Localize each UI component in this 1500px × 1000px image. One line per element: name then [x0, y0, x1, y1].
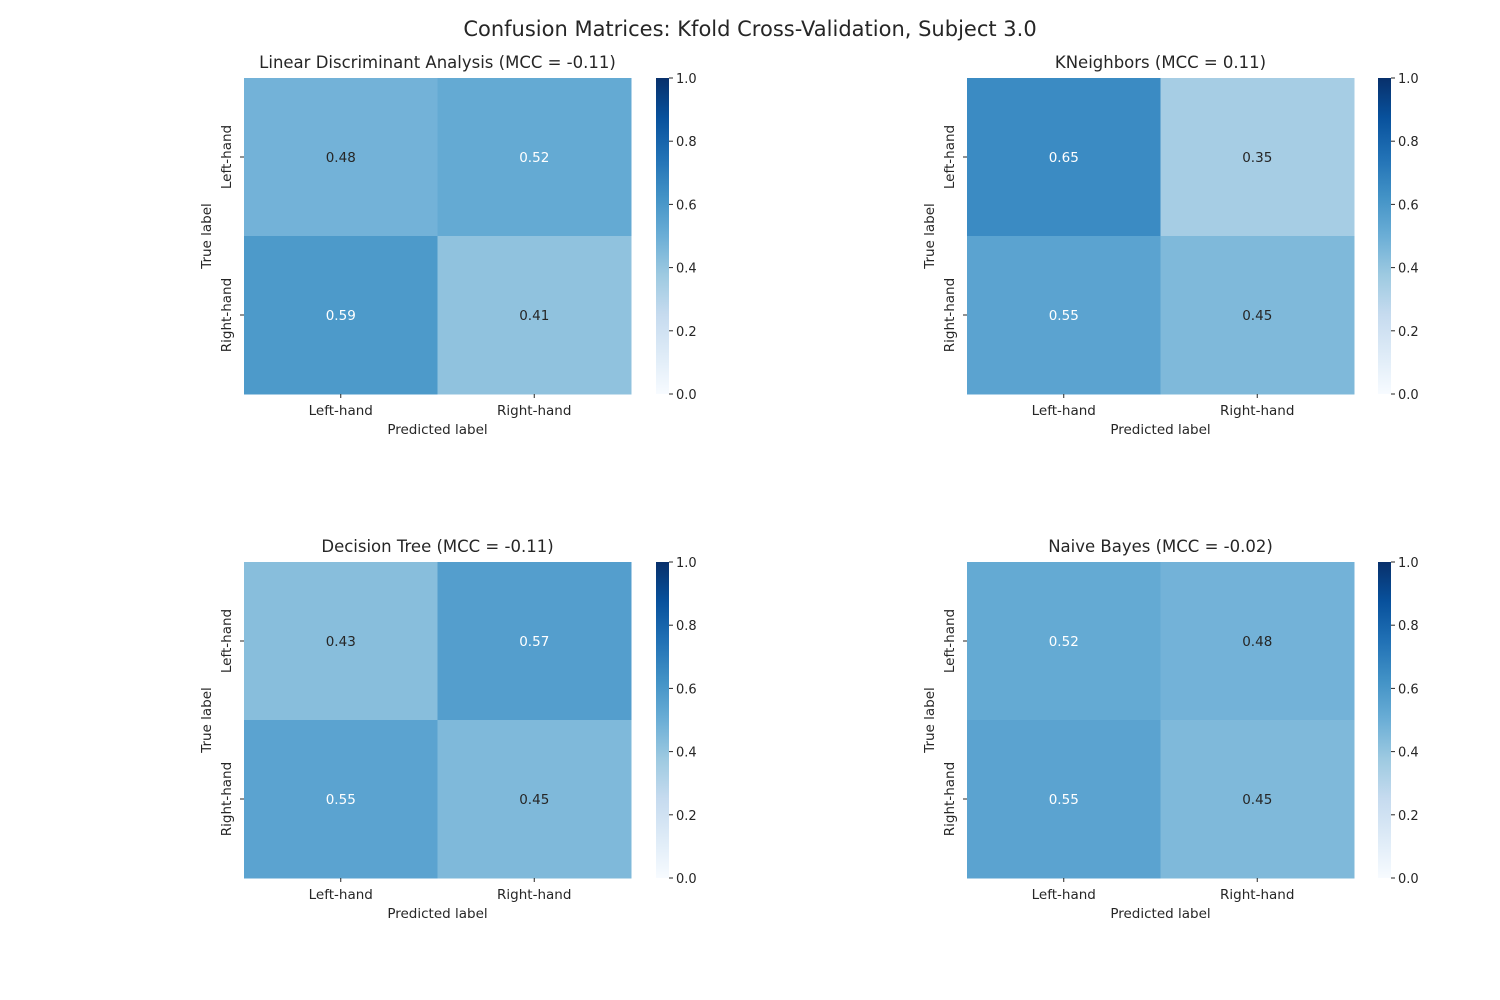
- heatmap-cell: [437, 562, 632, 721]
- y-axis-label: True label: [922, 203, 938, 270]
- y-axis-label: True label: [199, 687, 215, 754]
- colorbar-tick-label: 0.4: [676, 746, 697, 761]
- cell-value-label: 0.59: [326, 308, 356, 324]
- colorbar-tick-label: 0.4: [1398, 262, 1419, 277]
- x-tick-label: Right-hand: [1220, 403, 1294, 419]
- colorbar-tick-label: 0.6: [1398, 198, 1419, 213]
- heatmap-cell: [437, 720, 632, 879]
- heatmap-cell: [244, 236, 438, 395]
- cell-value-label: 0.35: [1242, 150, 1272, 166]
- heatmap-cell: [244, 720, 438, 879]
- confusion-matrix-panel: 0.52 0.48 0.55 0.45 Naive Bayes (MCC = -0.02…: [922, 537, 1419, 922]
- heatmap-cell: [244, 562, 438, 721]
- x-axis-label: Predicted label: [1110, 422, 1210, 438]
- y-axis-label: True label: [199, 203, 215, 270]
- y-tick-label: Left-hand: [219, 125, 235, 189]
- colorbar-tick-label: 1.0: [1398, 72, 1419, 87]
- cell-value-label: 0.48: [326, 150, 356, 166]
- heatmap-cell: [967, 562, 1161, 721]
- y-tick-label: Right-hand: [219, 278, 235, 352]
- colorbar: [1378, 562, 1391, 878]
- colorbar-tick-label: 1.0: [676, 556, 697, 571]
- cell-value-label: 0.43: [326, 634, 356, 650]
- panel-title: Linear Discriminant Analysis (MCC = -0.1…: [259, 53, 616, 72]
- heatmap-cell: [437, 78, 632, 237]
- x-tick-label: Right-hand: [1220, 887, 1294, 903]
- x-tick-label: Left-hand: [1032, 403, 1096, 419]
- heatmap-cell: [244, 78, 438, 237]
- heatmap-cell: [967, 236, 1161, 395]
- colorbar-tick-label: 1.0: [676, 72, 697, 87]
- cell-value-label: 0.65: [1049, 150, 1079, 166]
- x-tick-label: Left-hand: [309, 887, 373, 903]
- colorbar: [656, 78, 669, 394]
- cell-value-label: 0.45: [519, 792, 549, 808]
- colorbar-tick-label: 0.4: [1398, 746, 1419, 761]
- figure-title: Confusion Matrices: Kfold Cross-Validati…: [463, 17, 1036, 41]
- y-axis-label: True label: [922, 687, 938, 754]
- cell-value-label: 0.45: [1242, 308, 1272, 324]
- heatmap-cell: [437, 236, 632, 395]
- confusion-matrix-panel: 0.48 0.52 0.59 0.41 Linear Discriminant Anal…: [199, 53, 697, 438]
- panel-title: Naive Bayes (MCC = -0.02): [1048, 537, 1273, 556]
- colorbar-tick-label: 0.8: [676, 619, 697, 634]
- colorbar-tick-label: 0.2: [1398, 325, 1419, 340]
- heatmap-cell: [1160, 720, 1355, 879]
- colorbar-tick-label: 0.8: [1398, 619, 1419, 634]
- cell-value-label: 0.41: [519, 308, 549, 324]
- y-tick-label: Right-hand: [942, 762, 958, 836]
- panel-title: Decision Tree (MCC = -0.11): [321, 537, 553, 556]
- colorbar-tick-label: 0.0: [676, 872, 697, 887]
- y-tick-label: Left-hand: [942, 609, 958, 673]
- colorbar-tick-label: 0.0: [676, 388, 697, 403]
- colorbar-tick-label: 0.0: [1398, 872, 1419, 887]
- colorbar-tick-label: 0.6: [1398, 682, 1419, 697]
- cell-value-label: 0.55: [1049, 308, 1079, 324]
- y-tick-label: Left-hand: [219, 609, 235, 673]
- cell-value-label: 0.52: [1049, 634, 1079, 650]
- cell-value-label: 0.55: [326, 792, 356, 808]
- colorbar-tick-label: 0.8: [676, 135, 697, 150]
- heatmap-cell: [1160, 78, 1355, 237]
- colorbar: [1378, 78, 1391, 394]
- x-tick-label: Left-hand: [1032, 887, 1096, 903]
- confusion-matrix-panel: 0.65 0.35 0.55 0.45 KNeighbors (MCC = 0.11) L…: [922, 53, 1419, 438]
- heatmap-cell: [967, 78, 1161, 237]
- colorbar-tick-label: 1.0: [1398, 556, 1419, 571]
- confusion-matrix-panel: 0.43 0.57 0.55 0.45 Decision Tree (MCC = -0.…: [199, 537, 697, 922]
- colorbar-tick-label: 0.8: [1398, 135, 1419, 150]
- heatmap-cell: [967, 720, 1161, 879]
- y-tick-label: Right-hand: [219, 762, 235, 836]
- cell-value-label: 0.45: [1242, 792, 1272, 808]
- x-tick-label: Right-hand: [497, 887, 571, 903]
- cell-value-label: 0.52: [519, 150, 549, 166]
- heatmap-cell: [1160, 562, 1355, 721]
- cell-value-label: 0.57: [519, 634, 549, 650]
- x-axis-label: Predicted label: [387, 906, 487, 922]
- x-axis-label: Predicted label: [387, 422, 487, 438]
- colorbar: [656, 562, 669, 878]
- cell-value-label: 0.48: [1242, 634, 1272, 650]
- colorbar-tick-label: 0.2: [676, 325, 697, 340]
- colorbar-tick-label: 0.6: [676, 198, 697, 213]
- heatmap-cell: [1160, 236, 1355, 395]
- x-axis-label: Predicted label: [1110, 906, 1210, 922]
- y-tick-label: Right-hand: [942, 278, 958, 352]
- x-tick-label: Left-hand: [309, 403, 373, 419]
- colorbar-tick-label: 0.4: [676, 262, 697, 277]
- y-tick-label: Left-hand: [942, 125, 958, 189]
- panel-title: KNeighbors (MCC = 0.11): [1055, 53, 1266, 72]
- colorbar-tick-label: 0.2: [676, 809, 697, 824]
- colorbar-tick-label: 0.2: [1398, 809, 1419, 824]
- x-tick-label: Right-hand: [497, 403, 571, 419]
- colorbar-tick-label: 0.0: [1398, 388, 1419, 403]
- cell-value-label: 0.55: [1049, 792, 1079, 808]
- colorbar-tick-label: 0.6: [676, 682, 697, 697]
